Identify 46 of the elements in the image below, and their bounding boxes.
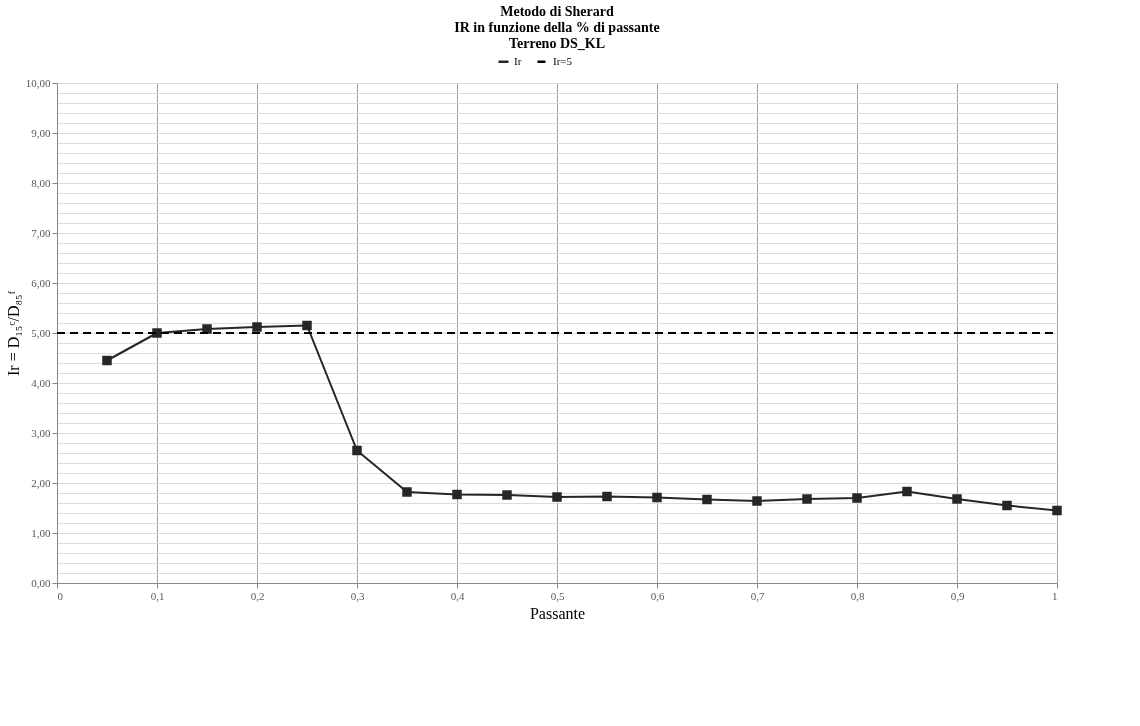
point	[152, 328, 162, 338]
point	[352, 445, 362, 456]
y-axis-title: Ir = D₁₅ᶜ/D₈₅ᶠ	[4, 290, 22, 376]
x-tick-label: 0,1	[150, 589, 165, 602]
y-tick-label: 1,00	[31, 526, 51, 539]
x-tick-label: 0,3	[350, 589, 365, 602]
point	[502, 490, 512, 500]
legend-label: Ir=5	[553, 54, 573, 67]
x-axis-title: Passante	[529, 604, 586, 622]
point	[452, 489, 462, 500]
y-tick-label: 6,00	[31, 276, 51, 289]
x-tick-label: 0,5	[550, 589, 565, 602]
point	[652, 492, 662, 503]
y-tick-label: 10,00	[25, 76, 51, 89]
point	[102, 355, 112, 366]
y-tick-label: 3,00	[31, 426, 51, 439]
y-tick-label: 9,00	[31, 126, 51, 139]
x-tick-label: 0,6	[650, 589, 665, 602]
y-tick-label: 2,00	[31, 476, 51, 489]
x-tick-label: 0,2	[250, 589, 265, 602]
point	[702, 494, 712, 505]
y-tick-label: 8,00	[31, 176, 51, 189]
y-tick-label: 0,00	[31, 576, 51, 589]
point	[602, 491, 612, 502]
chart-title: Metodo di Sherard IR in funzione della % di passante Terreno DS_KL	[454, 4, 660, 51]
point	[1052, 505, 1062, 516]
point	[252, 322, 262, 332]
x-tick-label: 1	[1052, 589, 1058, 602]
x-tick-label: 0,8	[850, 589, 865, 602]
legend-label: Ir	[514, 54, 522, 67]
point	[552, 492, 562, 502]
point	[402, 487, 412, 497]
point	[302, 320, 312, 331]
y-tick-label: 4,00	[31, 376, 51, 389]
point	[902, 486, 912, 497]
point	[752, 496, 762, 506]
x-tick-label: 0,4	[450, 589, 465, 602]
point	[802, 494, 812, 504]
x-tick-label: 0	[57, 589, 64, 602]
x-tick-label: 0,9	[950, 589, 965, 602]
point	[1002, 500, 1012, 511]
x-tick-label: 0,7	[750, 589, 765, 602]
point	[952, 494, 962, 504]
y-tick-label: 7,00	[31, 226, 51, 239]
point	[852, 493, 862, 503]
y-tick-label: 5,00	[31, 326, 51, 339]
